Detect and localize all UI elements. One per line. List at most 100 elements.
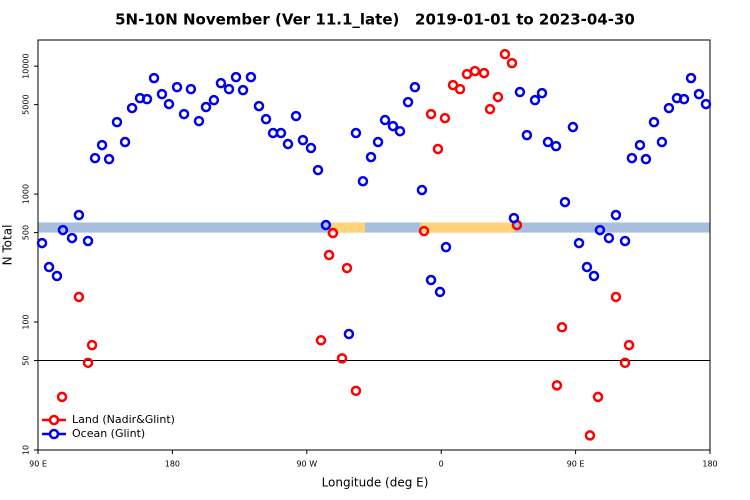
data-point [350, 127, 362, 139]
data-point [529, 94, 541, 106]
data-point [588, 270, 600, 282]
data-point [357, 175, 369, 187]
data-point [594, 224, 606, 236]
x-tick-label: 180 [702, 460, 717, 469]
y-tick-label: 1000 [22, 184, 31, 204]
data-point [341, 262, 353, 274]
data-point [56, 391, 68, 403]
data-point [454, 83, 466, 95]
data-point [253, 100, 265, 112]
data-point [156, 88, 168, 100]
data-point [603, 232, 615, 244]
data-point [89, 152, 101, 164]
data-point [343, 328, 355, 340]
data-point [327, 227, 339, 239]
legend-marker [48, 414, 60, 426]
data-point [484, 103, 496, 115]
data-point [556, 322, 568, 333]
data-point [469, 65, 481, 77]
data-point [178, 108, 190, 120]
data-point [36, 237, 48, 249]
data-point [432, 143, 444, 155]
data-point [372, 136, 384, 148]
data-point [237, 84, 249, 96]
y-tick-label: 10000 [22, 53, 31, 78]
data-point [96, 139, 108, 151]
y-tick-label: 5000 [22, 94, 31, 114]
band-highlight [329, 222, 366, 233]
data-point [409, 81, 421, 93]
data-point [86, 339, 98, 351]
x-tick-label: 90 W [296, 460, 317, 469]
data-point [478, 67, 490, 79]
data-point [350, 385, 362, 397]
data-point [619, 357, 631, 369]
data-point [141, 93, 153, 105]
y-tick-label: 100 [22, 314, 31, 329]
data-point [215, 77, 227, 89]
data-point [230, 71, 242, 83]
data-point [223, 83, 235, 95]
legend-label: Ocean (Glint) [72, 427, 145, 440]
y-tick-label: 10 [22, 445, 31, 455]
data-point [111, 116, 123, 128]
data-point [305, 142, 317, 154]
data-point [508, 212, 520, 224]
data-point [584, 430, 596, 441]
x-tick-label: 180 [165, 460, 180, 469]
data-point [394, 125, 406, 137]
x-tick-label: 90 E [567, 460, 585, 469]
data-point [567, 121, 579, 133]
data-point [492, 91, 504, 103]
data-point [416, 184, 428, 196]
data-point [82, 357, 94, 369]
data-point [275, 127, 287, 139]
data-point [619, 235, 631, 247]
y-axis-label: N Total [1, 225, 15, 266]
data-point [119, 136, 131, 148]
data-point [51, 270, 63, 282]
data-point [581, 261, 593, 273]
band-highlight [420, 222, 515, 233]
data-point [592, 391, 604, 403]
data-point [514, 86, 526, 98]
data-point [297, 134, 309, 146]
data-point [640, 153, 652, 165]
data-point [623, 339, 635, 351]
data-point [559, 196, 571, 208]
data-point [656, 136, 668, 148]
data-point [402, 96, 414, 108]
data-point [685, 72, 697, 84]
data-point [678, 93, 690, 105]
data-point [73, 291, 85, 303]
data-point [542, 136, 554, 148]
x-tick-label: 90 E [29, 460, 47, 469]
data-point [171, 81, 183, 93]
data-point [573, 237, 585, 249]
data-point [700, 98, 712, 110]
band [38, 222, 710, 233]
data-point [634, 139, 646, 151]
data-point [387, 120, 399, 132]
data-point [200, 101, 212, 113]
legend-label: Land (Nadir&Glint) [72, 413, 175, 426]
data-point [290, 110, 302, 122]
data-point [82, 235, 94, 247]
data-point [610, 209, 622, 221]
data-point [208, 94, 220, 106]
data-point [336, 353, 348, 364]
data-point [626, 152, 638, 164]
data-point [320, 219, 332, 231]
data-point [260, 113, 272, 125]
data-point [163, 98, 175, 110]
data-point [521, 129, 533, 141]
data-point [148, 72, 160, 84]
data-point [66, 232, 78, 244]
data-point [663, 102, 675, 114]
data-point [506, 57, 518, 69]
data-point [323, 249, 335, 261]
data-point [193, 115, 205, 127]
x-tick-label: 0 [439, 460, 444, 469]
data-point [103, 153, 115, 165]
